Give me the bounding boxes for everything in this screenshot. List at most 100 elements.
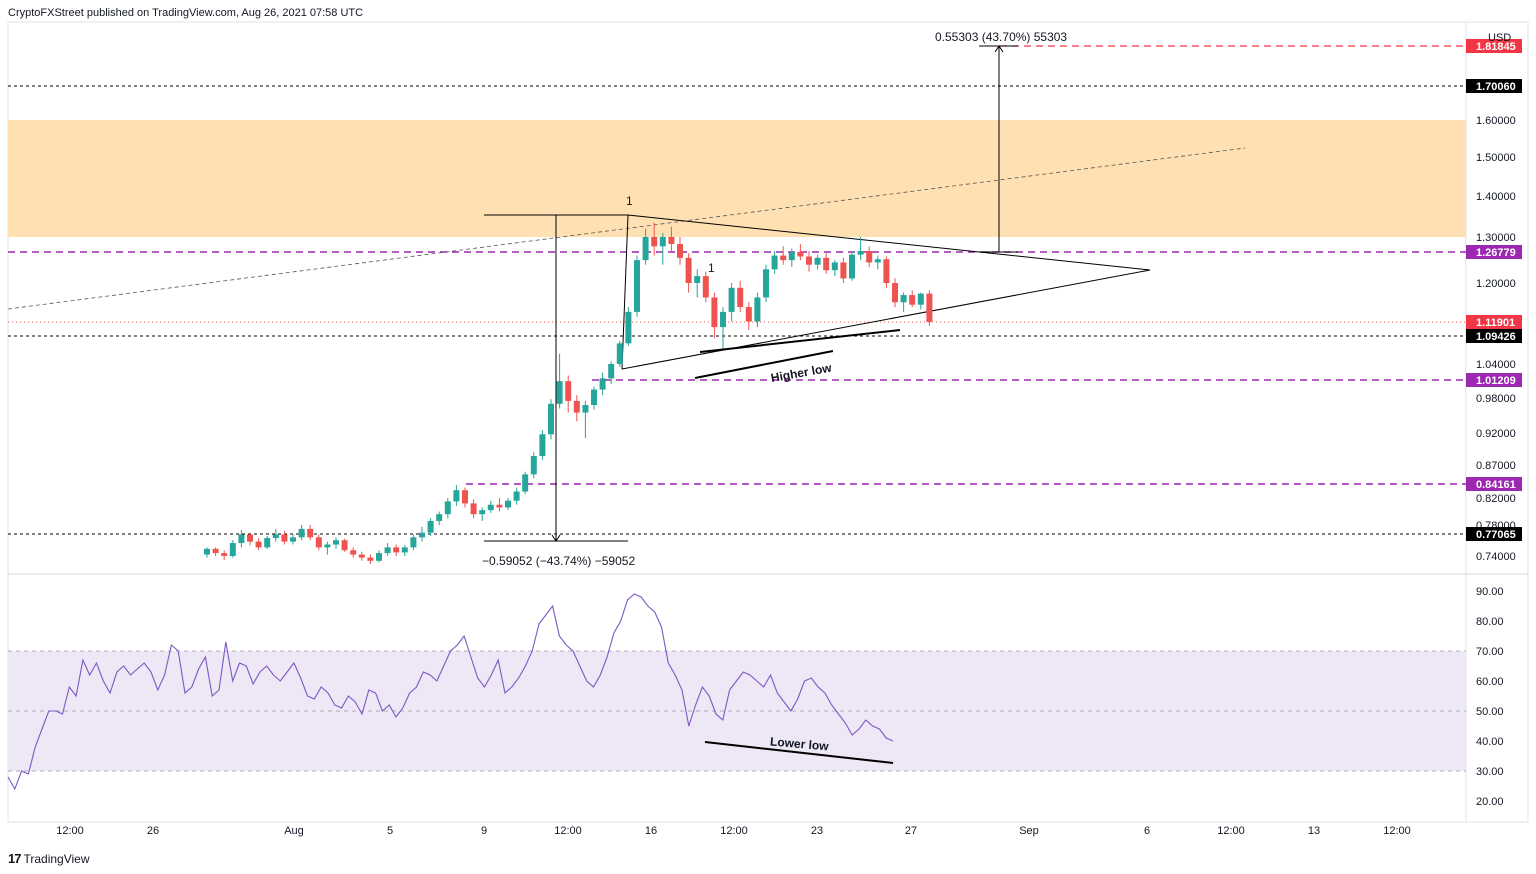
candle-body [634, 260, 640, 312]
candle-body [444, 501, 451, 515]
candle-body [470, 503, 477, 515]
candle-body [238, 534, 245, 544]
candle-body [814, 257, 821, 265]
candle-body [788, 251, 795, 261]
price-label-1: 1.70060 [1476, 81, 1516, 93]
candle-body [350, 550, 357, 555]
candle-body [565, 381, 572, 401]
candle-body [582, 405, 589, 413]
candle-body [272, 534, 279, 539]
time-tick-label: Aug [284, 825, 304, 837]
higher-low-label: Higher low [770, 361, 833, 386]
candle-body [290, 537, 296, 542]
price-tick-label: 1.30000 [1476, 232, 1516, 244]
triangle-left-line [621, 214, 629, 370]
candle-body [204, 548, 210, 555]
price-label-0: 1.81845 [1476, 41, 1516, 53]
time-tick-label: 9 [481, 825, 487, 837]
rsi-lower-low-line [704, 741, 894, 764]
price-label-bg [1466, 329, 1522, 343]
time-tick-label: 5 [387, 825, 393, 837]
time-tick-label: 26 [147, 825, 159, 837]
lower-low-label: Lower low [770, 734, 830, 753]
candle-body [307, 528, 314, 538]
currency-label: USD [1488, 32, 1511, 44]
time-tick-label: 27 [905, 825, 917, 837]
candle-body [453, 490, 460, 502]
price-tick-label: 0.82000 [1476, 493, 1516, 505]
price-tick-label: 1.40000 [1476, 191, 1516, 203]
candle-body [728, 287, 735, 312]
price-label-8: 0.77065 [1476, 529, 1516, 541]
candle-body [556, 381, 563, 404]
candle-body [849, 254, 855, 279]
candle-body [608, 364, 615, 379]
candle-body [642, 237, 649, 261]
candle-body [573, 400, 580, 413]
candle-body [926, 293, 933, 323]
candle-body [212, 548, 219, 554]
price-tick-label: 1.04000 [1476, 359, 1516, 371]
candle-body [909, 295, 916, 305]
tradingview-logo[interactable]: 17 TradingView [8, 851, 90, 866]
candle-body [487, 504, 494, 511]
price-label-bg [1466, 527, 1522, 541]
price-tick-label: 0.98000 [1476, 393, 1516, 405]
target-arrowhead [994, 45, 1004, 53]
candle-body [496, 504, 503, 508]
candle-body [530, 456, 537, 475]
candle-body [720, 311, 726, 328]
flagpole-arrowhead [551, 534, 561, 542]
rsi-line [7, 593, 894, 791]
candle-body [874, 259, 881, 263]
candle-body [324, 544, 331, 548]
candle-body [840, 262, 847, 279]
rsi-panel [7, 593, 1466, 791]
flagpole-measure-label: −0.59052 (−43.74%) −59052 [482, 554, 635, 568]
time-tick-label: 12:00 [1217, 825, 1245, 837]
candle-body [806, 256, 812, 265]
candle-body [247, 534, 253, 542]
support-bold-line [699, 329, 901, 353]
price-tick-label: 1.50000 [1476, 152, 1516, 164]
candle-body [479, 510, 486, 515]
price-label-bg [1466, 373, 1522, 387]
price-levels [8, 45, 1466, 535]
rsi-tick-label: 90.00 [1476, 586, 1504, 598]
candle-body [771, 255, 778, 270]
candle-body [780, 255, 787, 261]
candle-body [384, 547, 391, 554]
candle-body [358, 554, 365, 558]
target-measure-label: 0.55303 (43.70%) 55303 [935, 30, 1067, 44]
candle-body [264, 538, 271, 548]
long-trend-line [7, 147, 1246, 310]
candle-body [505, 500, 511, 508]
price-tick-label: 0.87000 [1476, 460, 1516, 472]
candle-body [315, 537, 322, 548]
rsi-tick-label: 40.00 [1476, 736, 1504, 748]
higher-low-line [694, 350, 834, 379]
price-tick-label: 0.92000 [1476, 428, 1516, 440]
price-label-bg [1466, 39, 1522, 53]
buy-signal-marker: 1 [708, 261, 715, 275]
candle-body [892, 283, 898, 303]
price-label-bg [1466, 477, 1522, 491]
price-tick-label: 1.20000 [1476, 278, 1516, 290]
rsi-tick-label: 70.00 [1476, 646, 1504, 658]
candle-body [410, 537, 417, 548]
candle-body [857, 250, 864, 255]
time-tick-label: Sep [1019, 825, 1039, 837]
triangle-lower-line [621, 269, 1151, 370]
candle-body [883, 259, 890, 283]
time-tick-label: 12:00 [720, 825, 748, 837]
rsi-tick-label: 80.00 [1476, 616, 1504, 628]
candle-body [333, 540, 339, 545]
time-tick-label: 16 [645, 825, 657, 837]
candle-body [917, 293, 924, 305]
candle-body [255, 541, 262, 548]
candle-body [711, 297, 718, 328]
candle-body [616, 343, 623, 364]
candle-body [427, 520, 434, 533]
candle-body [522, 474, 529, 492]
